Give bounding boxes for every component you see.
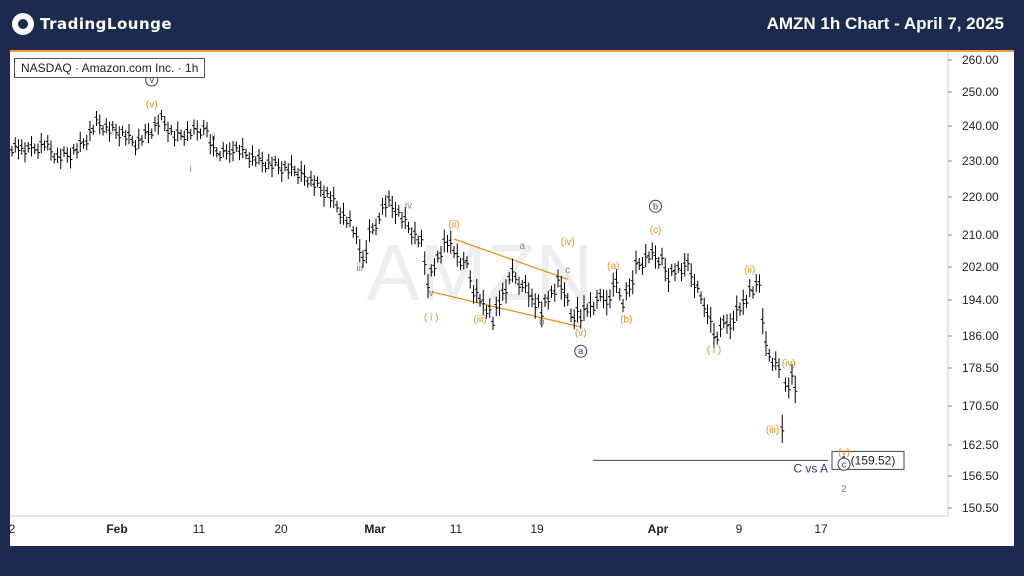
y-tick-label: 220.00 <box>962 190 999 204</box>
logo-icon <box>12 13 34 35</box>
wave-label: ( i ) <box>424 312 438 323</box>
x-tick-label: 11 <box>193 522 206 536</box>
wave-label: iii <box>356 263 363 274</box>
y-tick-label: 250.00 <box>962 85 999 99</box>
wave-label: (c) <box>650 225 662 236</box>
y-tick-label: 230.00 <box>962 154 999 168</box>
wave-label: (ii) <box>448 219 459 230</box>
y-tick-label: 260.00 <box>962 53 999 67</box>
x-tick-label: 20 <box>274 522 288 536</box>
y-tick-label: 170.50 <box>962 399 999 413</box>
wave-label: 2 <box>841 484 847 495</box>
wave-label-circle <box>649 199 662 213</box>
header-bar: TradingLounge AMZN 1h Chart - April 7, 2… <box>0 0 1024 48</box>
wave-label: iv <box>405 200 412 211</box>
wave-label: (v) <box>575 328 587 339</box>
wave-label: (iii) <box>473 315 486 326</box>
wave-label: v <box>150 75 155 85</box>
x-tick-label: 2 <box>9 522 16 536</box>
wave-label: (a) <box>607 261 619 272</box>
wave-label: ii <box>211 132 215 143</box>
x-tick-label: Apr <box>648 522 669 536</box>
y-tick-label: 178.50 <box>962 361 999 375</box>
wave-label: i <box>190 164 192 175</box>
wave-label: (iv) <box>782 359 796 370</box>
x-tick-label: 11 <box>450 522 463 536</box>
wave-label: (iii) <box>766 425 779 436</box>
wave-label: c <box>842 459 847 469</box>
wave-label: (v) <box>146 99 158 110</box>
channel-line <box>453 238 568 280</box>
x-tick-label: Mar <box>364 522 386 536</box>
target-level-label: 1 (159.52) <box>841 453 896 467</box>
wave-label: (ii) <box>744 265 755 276</box>
channel-line <box>431 291 581 328</box>
wave-label: b <box>539 317 545 328</box>
y-tick-label: 162.50 <box>962 438 999 452</box>
y-tick-label: 156.50 <box>962 469 999 483</box>
y-tick-label: 186.00 <box>962 329 999 343</box>
wave-label: (iv) <box>561 237 575 248</box>
symbol-label: NASDAQ · Amazon.com Inc. · 1h <box>14 58 206 78</box>
brand-name: TradingLounge <box>40 15 173 33</box>
y-tick-label: 210.00 <box>962 228 999 242</box>
x-tick-label: Feb <box>106 522 127 536</box>
wave-label: (b) <box>620 315 632 326</box>
x-tick-label: 9 <box>736 522 743 536</box>
brand-logo: TradingLounge <box>12 12 172 36</box>
wave-label: ( i ) <box>707 345 721 356</box>
chart-title: AMZN 1h Chart - April 7, 2025 <box>766 14 1004 33</box>
y-tick-label: 202.00 <box>962 260 999 274</box>
x-tick-label: 17 <box>814 522 828 536</box>
wave-label-circle <box>574 344 588 358</box>
y-tick-label: 150.50 <box>962 501 999 515</box>
y-tick-label: 194.00 <box>962 293 999 307</box>
wave-label-circle <box>837 457 851 471</box>
wave-label: c <box>565 265 570 276</box>
wave-label: a <box>578 346 583 356</box>
x-tick-label: 19 <box>530 522 544 536</box>
wave-label: v <box>429 288 434 299</box>
wave-label: a <box>519 241 525 252</box>
wave-label: b <box>653 201 658 211</box>
wave-label: (v) <box>838 447 850 458</box>
y-tick-label: 240.00 <box>962 119 999 133</box>
target-level-annotation: C vs A <box>793 461 828 475</box>
